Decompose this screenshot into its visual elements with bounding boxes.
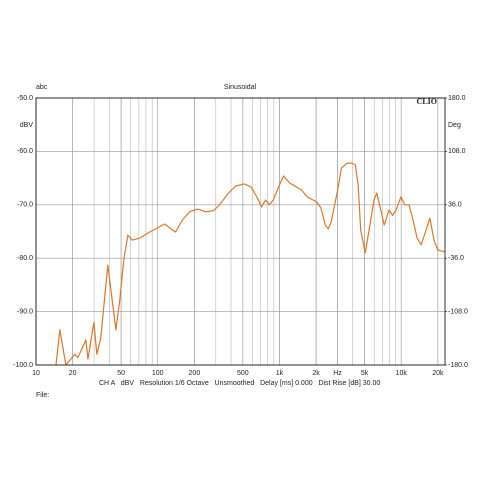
y2-tick-label: 108.0 <box>448 148 466 155</box>
x-tick-label: 20 <box>69 370 77 377</box>
brand-label: CLIO <box>417 97 437 106</box>
x-tick-label: 2k <box>312 370 320 377</box>
y2-tick-label: -36.0 <box>448 255 464 262</box>
x-tick-label: 10 <box>32 370 40 377</box>
x-tick-label: Hz <box>333 370 342 377</box>
y-tick-label: -90.0 <box>17 308 33 315</box>
y-tick-label: -70.0 <box>17 202 33 209</box>
y2-axis-label: Deg <box>448 122 461 129</box>
chart-title: Sinusoidal <box>224 84 257 91</box>
y2-tick-label: -108.0 <box>448 308 468 315</box>
x-tick-label: 5k <box>361 370 369 377</box>
x-tick-label: 10k <box>396 370 408 377</box>
corner-label: abc <box>36 84 48 91</box>
response-curve <box>55 162 445 365</box>
x-tick-label: 50 <box>117 370 125 377</box>
y2-tick-label: 36.0 <box>448 202 462 209</box>
y-tick-label: -60.0 <box>17 148 33 155</box>
footer-info: CH A dBV Resolution 1/6 Octave Unsmoothe… <box>99 380 380 387</box>
file-label: File: <box>36 392 49 399</box>
x-tick-label: 200 <box>189 370 201 377</box>
x-tick-label: 20k <box>432 370 444 377</box>
y-tick-label: -80.0 <box>17 255 33 262</box>
x-tick-label: 500 <box>237 370 249 377</box>
y-axis-label: dBV <box>20 122 34 129</box>
y-tick-label: -100.0 <box>13 362 33 369</box>
y2-tick-label: -180.0 <box>448 362 468 369</box>
y2-tick-label: 180.0 <box>448 95 466 102</box>
plot-frame <box>35 97 446 366</box>
y-tick-label: -50.0 <box>17 95 33 102</box>
x-tick-label: 1k <box>276 370 284 377</box>
x-tick-label: 100 <box>152 370 164 377</box>
